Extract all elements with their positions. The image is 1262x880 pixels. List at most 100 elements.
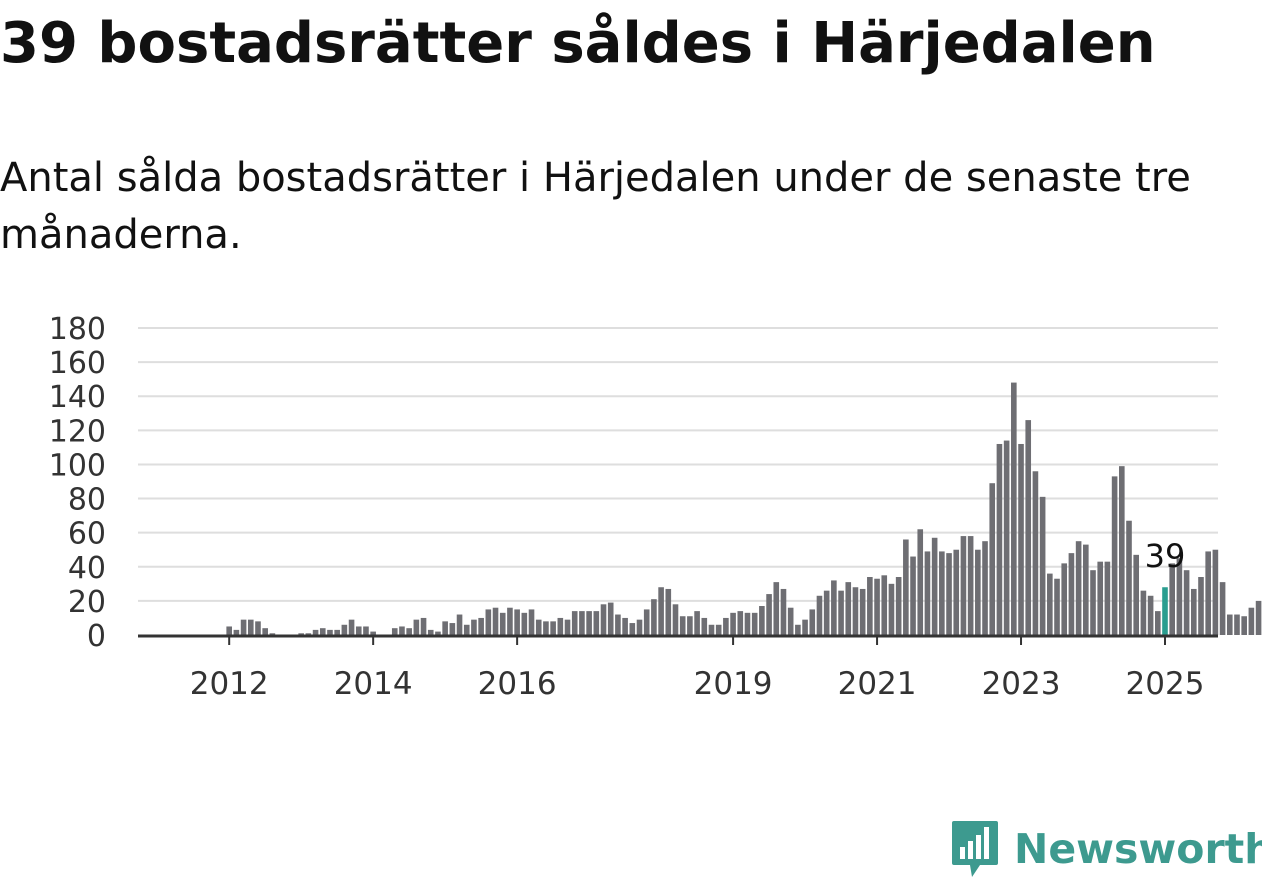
- bar: [319, 628, 326, 635]
- bar: [420, 617, 427, 635]
- bar: [989, 483, 996, 635]
- bar: [240, 619, 247, 635]
- bar: [831, 580, 837, 635]
- y-tick-label: 100: [49, 448, 106, 483]
- bar: [1104, 561, 1111, 635]
- highlight-value-label: 39: [1145, 537, 1186, 575]
- bar: [859, 588, 866, 635]
- bar: [888, 583, 895, 635]
- bar: [953, 549, 960, 635]
- bar: [1241, 616, 1247, 635]
- bar: [773, 582, 780, 635]
- bar: [1133, 554, 1140, 635]
- bar: [1068, 553, 1075, 635]
- bar: [507, 607, 513, 635]
- bar: [456, 614, 463, 635]
- bar: [586, 611, 592, 635]
- bar: [665, 588, 672, 635]
- bar: [658, 587, 664, 635]
- bar: [1147, 595, 1154, 635]
- bar: [593, 611, 600, 635]
- bar: [355, 626, 362, 635]
- bar: [672, 604, 679, 635]
- bar: [463, 624, 470, 635]
- bar: [607, 602, 614, 635]
- bar: [1061, 563, 1068, 635]
- bar: [499, 612, 506, 635]
- bar: [1111, 476, 1118, 635]
- y-tick-label: 160: [49, 346, 106, 381]
- bar: [917, 529, 924, 635]
- bar: [910, 556, 916, 635]
- bar: [975, 549, 981, 635]
- bar: [809, 609, 816, 635]
- bar: [1097, 561, 1104, 635]
- x-tick-label: 2014: [334, 666, 413, 702]
- bar: [737, 611, 744, 635]
- bar: [399, 626, 405, 635]
- y-tick-label: 40: [68, 551, 106, 586]
- bar: [867, 577, 873, 635]
- bar: [413, 619, 420, 635]
- bar: [298, 633, 304, 635]
- bar: [924, 551, 931, 635]
- bar: [1205, 551, 1211, 635]
- bar: [960, 536, 967, 635]
- bar: [391, 628, 398, 635]
- bar: [1198, 577, 1204, 635]
- bar: [528, 609, 535, 635]
- bar: [1075, 541, 1082, 635]
- bar: [1169, 563, 1175, 635]
- bar: [406, 628, 412, 635]
- bar: [564, 619, 571, 635]
- bar: [1054, 578, 1060, 635]
- bar: [701, 617, 708, 635]
- bar: [571, 611, 578, 635]
- highlight-bar: [1162, 587, 1168, 635]
- bar: [492, 607, 499, 635]
- bar: [226, 626, 232, 635]
- bar: [550, 621, 556, 635]
- bar: [478, 617, 484, 635]
- bar: [1126, 520, 1132, 635]
- bar: [694, 611, 700, 635]
- bar: [471, 619, 477, 635]
- bar: [816, 595, 823, 635]
- bar: [679, 616, 686, 635]
- bar: [636, 619, 643, 635]
- bar: [651, 599, 657, 635]
- bar: [744, 612, 751, 635]
- bar: [1255, 600, 1262, 635]
- bar: [514, 609, 520, 635]
- bar: [334, 629, 340, 635]
- newsworthy-logo-icon: [952, 821, 998, 877]
- y-tick-label: 180: [49, 312, 106, 347]
- bar: [442, 621, 448, 635]
- bar: [1032, 471, 1039, 635]
- bar: [931, 537, 938, 635]
- bar: [1119, 466, 1125, 635]
- bar: [1248, 607, 1255, 635]
- x-tick-label: 2025: [1126, 666, 1205, 702]
- gridlines: [138, 327, 1218, 602]
- x-tick-label: 2021: [838, 666, 917, 702]
- bar: [787, 607, 794, 635]
- y-tick-label: 20: [68, 585, 106, 620]
- bar: [579, 611, 585, 635]
- bar: [967, 536, 974, 635]
- x-tick-label: 2012: [190, 666, 269, 702]
- bar: [1039, 496, 1046, 635]
- bar: [629, 623, 636, 635]
- newsworthy-logo-text: Newsworthy: [1014, 824, 1262, 873]
- newsworthy-logo: Newsworthy: [950, 818, 1262, 880]
- bar: [881, 575, 888, 635]
- bar: [1018, 443, 1024, 635]
- bar: [1140, 590, 1147, 635]
- bar: [708, 624, 715, 635]
- x-tick-label: 2016: [478, 666, 557, 702]
- bar: [269, 633, 276, 635]
- bar: [312, 629, 319, 635]
- y-tick-label: 0: [87, 619, 106, 654]
- bar: [600, 604, 607, 635]
